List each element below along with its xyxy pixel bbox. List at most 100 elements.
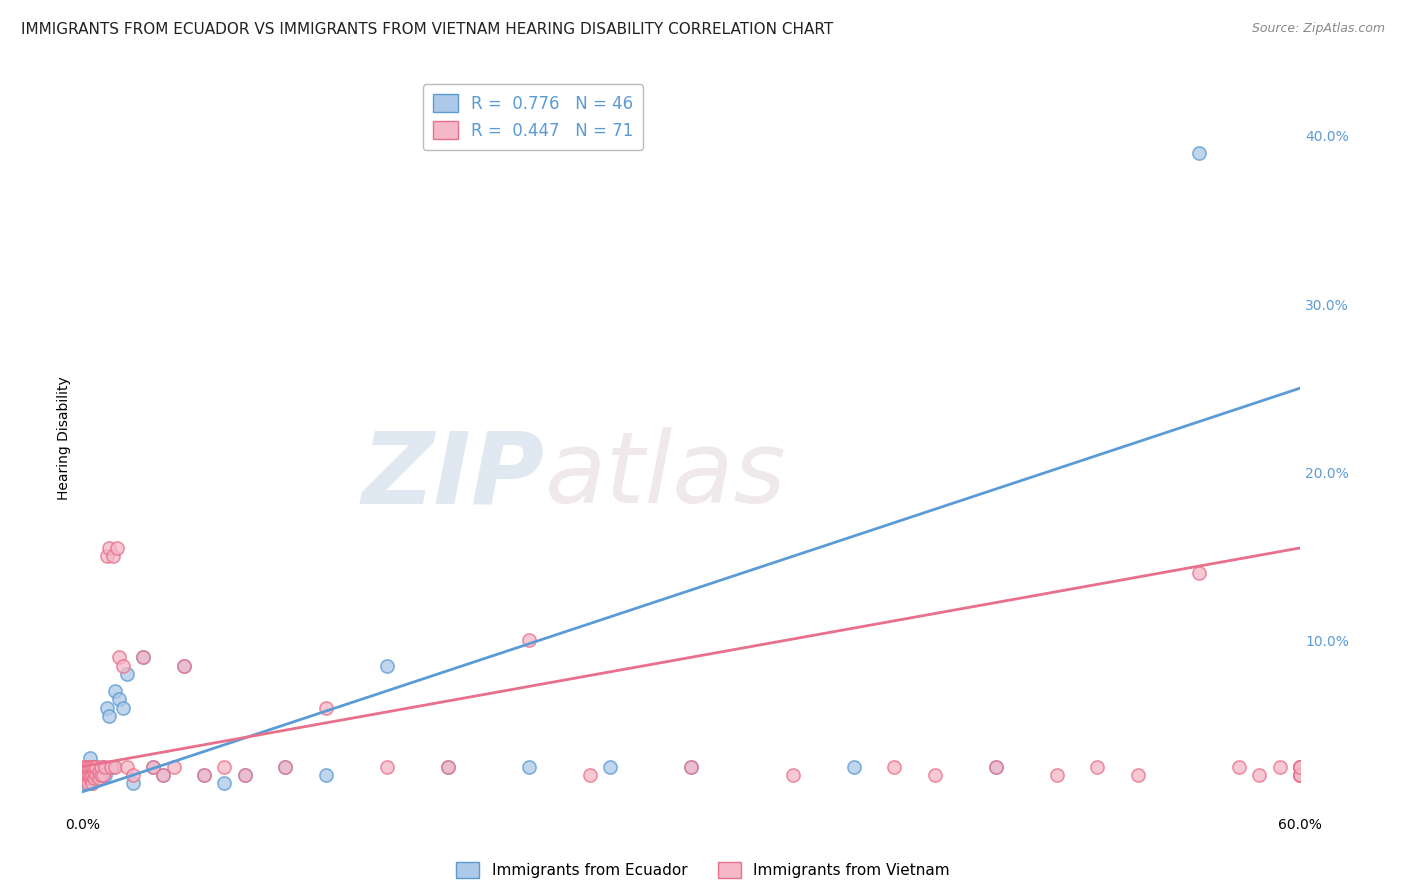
Point	[173, 658, 195, 673]
Point	[233, 768, 256, 782]
Point	[101, 759, 124, 773]
Point	[274, 759, 297, 773]
Point	[79, 759, 101, 773]
Point	[77, 768, 100, 782]
Point	[73, 759, 96, 773]
Point	[193, 768, 215, 782]
Point	[73, 776, 96, 790]
Text: atlas: atlas	[546, 427, 787, 524]
Point	[214, 776, 236, 790]
Point	[115, 759, 138, 773]
Point	[375, 658, 398, 673]
Point	[142, 759, 165, 773]
Point	[73, 768, 96, 782]
Point	[104, 759, 127, 773]
Point	[132, 650, 155, 665]
Point	[77, 768, 100, 782]
Point	[115, 667, 138, 681]
Point	[984, 759, 1007, 773]
Point	[984, 759, 1007, 773]
Point	[86, 759, 108, 773]
Point	[93, 768, 115, 782]
Text: Source: ZipAtlas.com: Source: ZipAtlas.com	[1251, 22, 1385, 36]
Point	[100, 759, 122, 773]
Point	[77, 776, 100, 790]
Point	[1227, 759, 1250, 773]
Point	[83, 768, 105, 782]
Point	[142, 759, 165, 773]
Point	[1187, 145, 1209, 160]
Point	[86, 768, 108, 782]
Point	[152, 768, 174, 782]
Point	[517, 633, 540, 648]
Text: ZIP: ZIP	[363, 427, 546, 524]
Point	[111, 658, 134, 673]
Point	[1289, 768, 1312, 782]
Point	[82, 776, 104, 790]
Legend: Immigrants from Ecuador, Immigrants from Vietnam: Immigrants from Ecuador, Immigrants from…	[450, 856, 956, 884]
Point	[108, 650, 131, 665]
Point	[681, 759, 703, 773]
Point	[375, 759, 398, 773]
Point	[79, 751, 101, 765]
Point	[1268, 759, 1291, 773]
Point	[90, 768, 112, 782]
Point	[1289, 768, 1312, 782]
Point	[1289, 759, 1312, 773]
Point	[782, 768, 804, 782]
Point	[82, 776, 104, 790]
Point	[101, 549, 124, 564]
Y-axis label: Hearing Disability: Hearing Disability	[58, 376, 72, 500]
Point	[924, 768, 946, 782]
Point	[83, 759, 105, 773]
Point	[97, 709, 120, 723]
Point	[681, 759, 703, 773]
Point	[96, 700, 118, 714]
Point	[75, 772, 97, 786]
Point	[111, 700, 134, 714]
Point	[83, 772, 105, 786]
Point	[1289, 759, 1312, 773]
Point	[315, 700, 337, 714]
Point	[108, 692, 131, 706]
Point	[83, 764, 105, 779]
Point	[75, 764, 97, 779]
Point	[79, 772, 101, 786]
Point	[86, 759, 108, 773]
Point	[193, 768, 215, 782]
Point	[599, 759, 621, 773]
Point	[97, 541, 120, 555]
Point	[77, 776, 100, 790]
Point	[1187, 566, 1209, 581]
Point	[1289, 768, 1312, 782]
Point	[77, 759, 100, 773]
Point	[1289, 759, 1312, 773]
Point	[842, 759, 865, 773]
Point	[152, 768, 174, 782]
Point	[517, 759, 540, 773]
Point	[162, 759, 184, 773]
Point	[73, 768, 96, 782]
Point	[883, 759, 905, 773]
Point	[132, 650, 155, 665]
Point	[91, 768, 114, 782]
Point	[75, 772, 97, 786]
Point	[82, 768, 104, 782]
Point	[1045, 768, 1067, 782]
Point	[90, 759, 112, 773]
Point	[1126, 768, 1149, 782]
Point	[79, 768, 101, 782]
Point	[87, 764, 110, 779]
Point	[578, 768, 600, 782]
Text: IMMIGRANTS FROM ECUADOR VS IMMIGRANTS FROM VIETNAM HEARING DISABILITY CORRELATIO: IMMIGRANTS FROM ECUADOR VS IMMIGRANTS FR…	[21, 22, 834, 37]
Point	[86, 768, 108, 782]
Point	[82, 759, 104, 773]
Point	[1085, 759, 1108, 773]
Point	[79, 768, 101, 782]
Point	[75, 759, 97, 773]
Point	[1289, 759, 1312, 773]
Point	[274, 759, 297, 773]
Point	[82, 759, 104, 773]
Legend: R =  0.776   N = 46, R =  0.447   N = 71: R = 0.776 N = 46, R = 0.447 N = 71	[423, 84, 643, 150]
Point	[122, 776, 145, 790]
